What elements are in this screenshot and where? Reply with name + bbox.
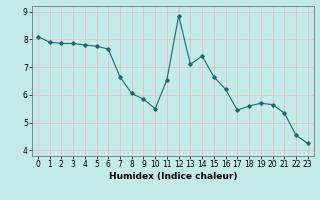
- X-axis label: Humidex (Indice chaleur): Humidex (Indice chaleur): [108, 172, 237, 181]
